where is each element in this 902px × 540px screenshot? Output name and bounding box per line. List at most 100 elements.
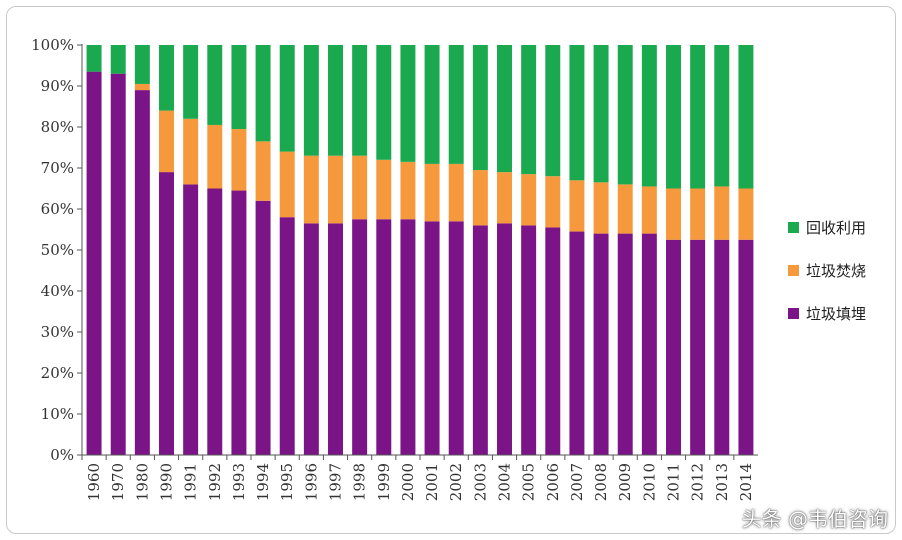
x-tick-label: 1991: [182, 463, 200, 501]
bar-segment-2001-series-1: [424, 163, 440, 222]
bar-segment-1992-series-0: [207, 188, 223, 455]
bar-segment-1996-series-1: [303, 155, 319, 224]
bar-segment-1998-series-0: [352, 219, 368, 455]
bar-segment-1992-series-1: [207, 124, 223, 189]
x-tick-label: 1995: [278, 463, 296, 501]
bar-segment-2014-series-0: [738, 239, 754, 455]
x-tick-label: 2006: [544, 463, 562, 501]
x-tick-label: 2014: [737, 463, 755, 501]
y-tick-label: 40%: [41, 282, 74, 300]
bar-segment-1960-series-2: [86, 45, 102, 72]
bar-segment-2009-series-0: [617, 233, 633, 455]
bar-segment-2011-series-2: [666, 45, 681, 189]
bar-segment-1990-series-2: [159, 45, 174, 111]
x-tick-label: 2008: [592, 463, 610, 501]
bar-segment-2004-series-1: [497, 172, 512, 224]
bar-segment-1991-series-0: [183, 184, 199, 455]
bar-segment-2000-series-2: [400, 45, 416, 162]
bar-segment-1980-series-1: [134, 83, 150, 91]
bar-segment-1980-series-0: [134, 90, 150, 455]
x-tick-label: 1993: [230, 463, 248, 501]
bar-segment-2002-series-0: [448, 221, 464, 455]
bar-segment-1992-series-2: [207, 45, 223, 125]
bar-segment-2013-series-0: [714, 239, 730, 455]
bar-segment-1995-series-0: [279, 217, 295, 455]
bar-segment-1999-series-0: [376, 219, 392, 455]
bar-segment-1990-series-0: [159, 172, 174, 455]
x-tick-label: 1999: [375, 463, 393, 501]
bar-segment-2012-series-0: [690, 239, 706, 455]
bar-segment-1999-series-2: [376, 45, 392, 160]
bar-segment-1998-series-1: [352, 155, 368, 220]
x-tick-label: 1990: [158, 463, 176, 501]
bar-segment-2009-series-1: [617, 184, 633, 234]
bar-segment-2008-series-0: [593, 233, 609, 455]
x-tick-label: 2004: [496, 463, 514, 501]
bar-segment-1993-series-1: [231, 129, 247, 191]
bar-segment-2003-series-1: [472, 170, 488, 226]
x-tick-label: 2010: [640, 463, 658, 501]
x-tick-label: 2011: [665, 463, 683, 501]
bar-segment-2010-series-0: [641, 233, 657, 455]
bar-segment-2002-series-1: [448, 163, 464, 222]
y-tick-label: 100%: [31, 36, 74, 54]
bar-segment-1997-series-2: [328, 45, 343, 156]
x-tick-label: 1980: [133, 463, 151, 501]
bar-segment-1999-series-1: [376, 159, 392, 220]
bar-segment-2011-series-0: [666, 239, 681, 455]
bar-segment-1997-series-1: [328, 155, 343, 224]
bar-segment-1997-series-0: [328, 223, 343, 455]
bar-segment-2003-series-2: [472, 45, 488, 171]
bar-segment-1995-series-1: [279, 151, 295, 218]
x-tick-label: 2001: [423, 463, 441, 501]
bar-segment-2002-series-2: [448, 45, 464, 164]
x-tick-label: 2007: [568, 463, 586, 501]
legend-swatch: [788, 308, 799, 319]
legend-label: 垃圾焚烧: [806, 262, 866, 280]
bar-segment-1998-series-2: [352, 45, 368, 156]
legend-swatch: [788, 222, 799, 233]
y-tick-label: 30%: [41, 323, 74, 341]
bar-segment-2010-series-1: [641, 186, 657, 234]
y-tick-label: 20%: [41, 364, 74, 382]
bar-segment-2001-series-2: [424, 45, 440, 164]
bar-segment-2013-series-1: [714, 186, 730, 240]
bar-segment-2006-series-1: [545, 176, 561, 228]
x-tick-label: 2003: [471, 463, 489, 501]
y-tick-label: 10%: [41, 405, 74, 423]
legend-label: 回收利用: [806, 219, 866, 237]
bar-segment-1990-series-1: [159, 110, 174, 173]
bar-segment-2009-series-2: [617, 45, 633, 185]
bar-segment-2000-series-1: [400, 161, 416, 220]
x-tick-label: 2005: [520, 463, 538, 501]
watermark-text: 头条 @韦伯咨询: [741, 507, 888, 531]
bar-segment-1970-series-2: [110, 45, 126, 74]
bar-segment-1991-series-2: [183, 45, 199, 119]
bar-segment-2010-series-2: [641, 45, 657, 187]
bar-segment-2004-series-2: [497, 45, 512, 173]
bar-segment-2005-series-0: [521, 225, 537, 455]
bar-segment-1994-series-0: [255, 200, 271, 455]
x-tick-label: 1994: [254, 463, 272, 501]
y-tick-label: 50%: [41, 241, 74, 259]
bar-segment-2005-series-1: [521, 174, 537, 226]
bar-segment-2005-series-2: [521, 45, 537, 175]
bar-segment-1991-series-1: [183, 118, 199, 185]
legend-label: 垃圾填埋: [806, 305, 866, 323]
bar-segment-1993-series-0: [231, 190, 247, 456]
bar-segment-2000-series-0: [400, 219, 416, 455]
y-tick-label: 70%: [41, 159, 74, 177]
x-tick-label: 1970: [109, 463, 127, 501]
bar-segment-2007-series-0: [569, 231, 585, 455]
bar-segment-2008-series-1: [593, 182, 609, 234]
bar-segment-2001-series-0: [424, 221, 440, 455]
bar-segment-2007-series-2: [569, 45, 585, 181]
y-tick-label: 80%: [41, 118, 74, 136]
x-tick-label: 1996: [302, 463, 320, 501]
bar-segment-1970-series-0: [110, 73, 126, 455]
bar-segment-2013-series-2: [714, 45, 730, 187]
bar-segment-1995-series-2: [279, 45, 295, 152]
y-tick-label: 0%: [50, 446, 74, 464]
bar-segment-2006-series-2: [545, 45, 561, 177]
